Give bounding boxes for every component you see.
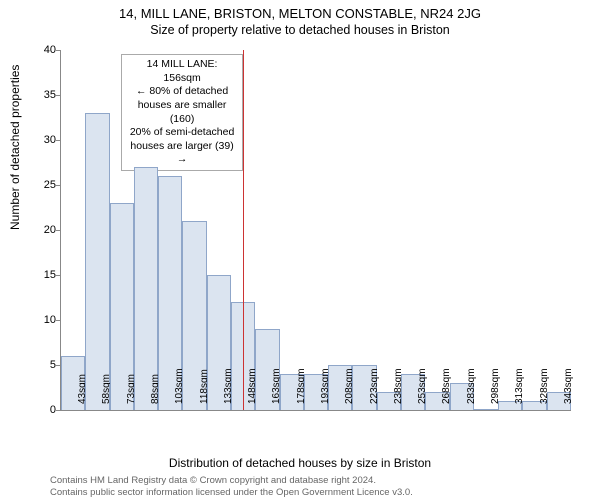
y-tick-label: 5: [31, 359, 56, 371]
y-tick-label: 25: [31, 179, 56, 191]
y-tick-mark: [56, 275, 61, 276]
callout-line-3: 20% of semi-detached houses are larger (…: [128, 126, 236, 167]
y-tick-label: 15: [31, 269, 56, 281]
y-tick-label: 20: [31, 224, 56, 236]
y-axis-label: Number of detached properties: [8, 65, 22, 230]
x-tick-label: 298sqm: [490, 368, 501, 404]
page-subtitle: Size of property relative to detached ho…: [0, 21, 600, 37]
callout-line-2: ← 80% of detached houses are smaller (16…: [128, 85, 236, 126]
y-tick-label: 30: [31, 134, 56, 146]
histogram-bar: [474, 409, 498, 410]
x-tick-label: 313sqm: [514, 368, 525, 404]
footer-line-2: Contains public sector information licen…: [50, 487, 413, 498]
y-tick-label: 0: [31, 404, 56, 416]
footer-text: Contains HM Land Registry data © Crown c…: [50, 475, 413, 498]
x-tick-label: 283sqm: [466, 368, 477, 404]
y-tick-mark: [56, 230, 61, 231]
y-tick-mark: [56, 50, 61, 51]
footer-line-1: Contains HM Land Registry data © Crown c…: [50, 475, 413, 486]
y-tick-mark: [56, 95, 61, 96]
y-tick-mark: [56, 320, 61, 321]
y-tick-label: 35: [31, 89, 56, 101]
chart-plot-area: 14 MILL LANE: 156sqm ← 80% of detached h…: [60, 50, 571, 411]
chart-container: 14, MILL LANE, BRISTON, MELTON CONSTABLE…: [0, 0, 600, 500]
marker-callout: 14 MILL LANE: 156sqm ← 80% of detached h…: [121, 54, 243, 171]
y-tick-mark: [56, 140, 61, 141]
y-tick-label: 40: [31, 44, 56, 56]
y-tick-mark: [56, 410, 61, 411]
y-tick-label: 10: [31, 314, 56, 326]
x-axis-label: Distribution of detached houses by size …: [0, 456, 600, 470]
histogram-bar: [85, 113, 109, 410]
y-tick-mark: [56, 185, 61, 186]
callout-line-1: 14 MILL LANE: 156sqm: [128, 58, 236, 85]
marker-line: [243, 50, 244, 410]
x-tick-label: 343sqm: [563, 368, 574, 404]
page-title: 14, MILL LANE, BRISTON, MELTON CONSTABLE…: [0, 0, 600, 21]
